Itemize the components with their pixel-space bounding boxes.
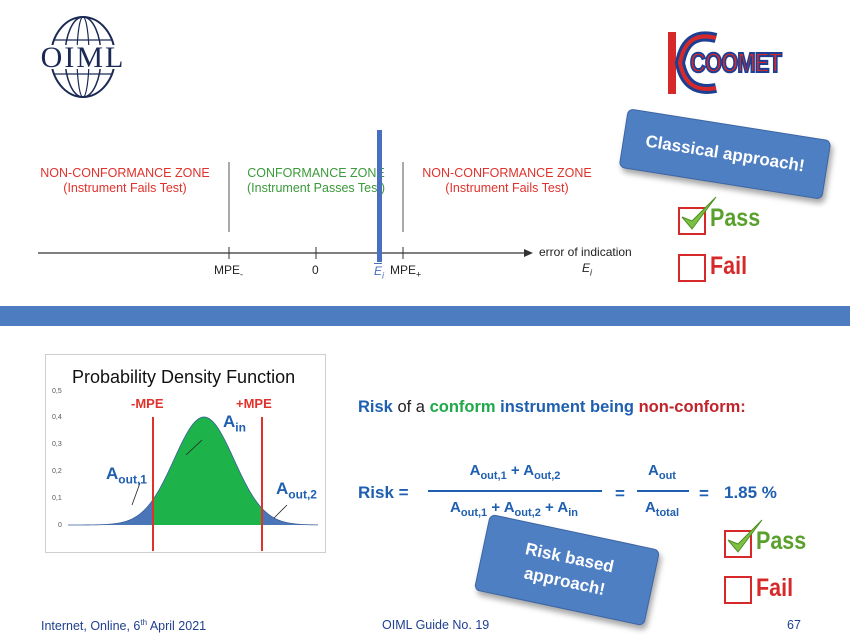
label-mpe-minus: MPE- <box>214 263 244 280</box>
zone-center-title: CONFORMANCE ZONE <box>247 166 385 180</box>
y-tick-0.5: 0,5 <box>52 388 62 395</box>
formula-equals-1: = <box>615 484 625 503</box>
label-a-out2: Aout,2 <box>276 479 317 502</box>
label-ei-axis: Ei <box>582 261 593 278</box>
pdf-curve <box>68 416 319 526</box>
zone-right-title: NON-CONFORMANCE ZONE <box>422 166 592 180</box>
a-in-area <box>153 417 262 525</box>
oiml-wordmark: OIML <box>40 41 126 74</box>
a-out2-leader <box>273 504 288 519</box>
y-tick-0.2: 0,2 <box>52 468 62 475</box>
formula-equals-2: = <box>699 484 709 503</box>
classical-pass-label: Pass <box>710 204 761 232</box>
coomet-wordmark: COOMET <box>689 46 783 79</box>
risk-fail-option: Fail <box>724 574 824 608</box>
coomet-logo: COOMET <box>668 28 808 98</box>
classical-fail-checkbox <box>678 254 706 282</box>
measured-error-bar <box>377 130 382 262</box>
classical-axis <box>38 130 533 262</box>
oiml-globe-icon <box>32 16 134 98</box>
risk-headline: Risk of a conform instrument being non-c… <box>358 398 746 417</box>
risk-pass-label: Pass <box>756 527 807 555</box>
axis-arrow-icon <box>524 249 533 257</box>
pdf-title: Probability Density Function <box>72 367 296 387</box>
checkmark-icon <box>681 196 717 230</box>
oiml-logo: OIML <box>28 12 138 102</box>
zone-left-title: NON-CONFORMANCE ZONE <box>40 166 210 180</box>
footer-page-number: 67 <box>787 618 801 632</box>
fraction-bar-left <box>428 490 602 492</box>
zone-right-subtitle: (Instrument Fails Test) <box>445 181 569 195</box>
coomet-c-icon <box>668 31 718 94</box>
fraction-bar-right <box>637 490 689 492</box>
y-tick-0.1: 0,1 <box>52 495 62 502</box>
denominator-left: Aout,1 + Aout,2 + Ain <box>450 499 578 519</box>
risk-fail-label: Fail <box>756 574 794 602</box>
risk-based-badge: Risk based approach! <box>473 513 661 627</box>
pdf-chart: Probability Density Function 0,5 0,4 0,3… <box>45 354 326 553</box>
y-tick-0.4: 0,4 <box>52 414 62 421</box>
numerator-right: Aout <box>648 462 676 482</box>
headline-risk: Risk <box>358 398 393 416</box>
formula-lhs: Risk = <box>358 483 409 502</box>
pdf-plot: 0,5 0,4 0,3 0,2 0,1 0 <box>52 388 319 551</box>
checkmark-icon <box>727 519 763 553</box>
label-zero: 0 <box>312 263 319 277</box>
zone-center-subtitle: (Instrument Passes Test) <box>246 181 385 195</box>
y-tick-0.3: 0,3 <box>52 441 62 448</box>
zone-right: NON-CONFORMANCE ZONE (Instrument Fails T… <box>412 166 602 196</box>
classical-pass-option: Pass <box>678 196 778 235</box>
y-tick-0: 0 <box>58 522 62 529</box>
risk-result: 1.85 % <box>724 483 777 502</box>
label-mpe-plus: MPE+ <box>390 263 422 280</box>
section-divider-band <box>0 306 850 326</box>
risk-pass-option: Pass <box>724 519 824 558</box>
headline-of-a: of a <box>392 398 430 416</box>
label-mpe-minus-pdf: -MPE <box>131 396 164 411</box>
label-mpe-plus-pdf: +MPE <box>236 396 272 411</box>
label-a-out1: Aout,1 <box>106 464 147 487</box>
denominator-right: Atotal <box>644 499 680 519</box>
a-out1-area <box>68 499 153 525</box>
zone-left-subtitle: (Instrument Fails Test) <box>63 181 187 195</box>
zone-left: NON-CONFORMANCE ZONE (Instrument Fails T… <box>30 166 220 196</box>
a-out2-area <box>262 508 318 525</box>
footer-event: Internet, Online, 6th April 2021 <box>41 618 207 634</box>
headline-instrument: instrument being <box>495 398 639 416</box>
classical-fail-option: Fail <box>678 252 778 286</box>
footer-guide: OIML Guide No. 19 <box>382 618 490 632</box>
a-out1-leader <box>131 482 141 506</box>
risk-fail-checkbox <box>724 576 752 604</box>
classical-fail-label: Fail <box>710 252 748 280</box>
headline-nonconform: non-conform: <box>638 398 746 416</box>
headline-conform: conform <box>429 398 496 416</box>
label-a-in: Ain <box>223 412 246 435</box>
a-in-leader <box>185 439 203 456</box>
zone-center: CONFORMANCE ZONE (Instrument Passes Test… <box>236 166 396 196</box>
label-error-of-indication: error of indication <box>539 245 632 259</box>
numerator-left: Aout,1 + Aout,2 <box>469 462 561 482</box>
label-ei-measured: Ei <box>374 264 385 281</box>
